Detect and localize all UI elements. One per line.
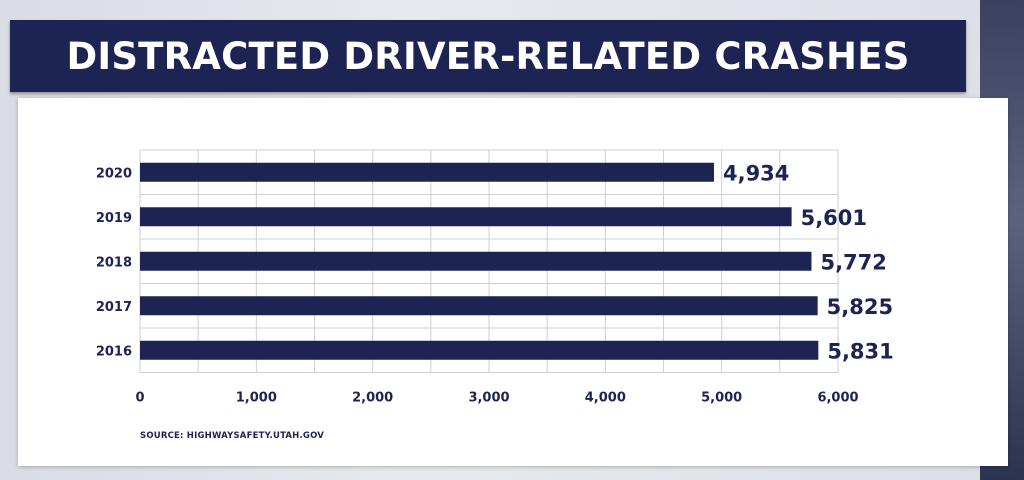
x-tick-label: 1,000	[236, 391, 277, 406]
category-label-2016: 2016	[96, 344, 132, 359]
category-label-2019: 2019	[96, 211, 132, 226]
value-label-2017: 5,825	[827, 295, 893, 319]
x-tick-label: 6,000	[817, 391, 858, 406]
value-label-2020: 4,934	[723, 161, 789, 185]
chart-title: DISTRACTED DRIVER-RELATED CRASHES	[66, 34, 910, 78]
source-note: SOURCE: HIGHWAYSAFETY.UTAH.GOV	[140, 431, 325, 441]
bar-2018	[140, 251, 812, 271]
x-tick-label: 3,000	[468, 391, 509, 406]
bar-2020	[140, 162, 714, 182]
x-tick-label: 0	[135, 391, 144, 406]
value-label-2016: 5,831	[827, 339, 893, 363]
bar-2017	[140, 296, 818, 316]
bar-2016	[140, 340, 819, 360]
title-banner: DISTRACTED DRIVER-RELATED CRASHES	[10, 20, 966, 92]
chart-panel: 2020 4,934 2019 5,601 2018 5,772 2017 5,825 2016…	[18, 98, 1008, 466]
bar-2019	[140, 207, 792, 227]
x-tick-label: 4,000	[585, 391, 626, 406]
x-tick-label: 2,000	[352, 391, 393, 406]
category-label-2017: 2017	[96, 300, 132, 315]
category-label-2020: 2020	[96, 166, 132, 181]
category-label-2018: 2018	[96, 255, 132, 270]
x-tick-label: 5,000	[701, 391, 742, 406]
bar-chart: 2020 4,934 2019 5,601 2018 5,772 2017 5,825 2016…	[96, 149, 894, 406]
value-label-2018: 5,772	[820, 250, 886, 274]
value-label-2019: 5,601	[801, 206, 867, 230]
